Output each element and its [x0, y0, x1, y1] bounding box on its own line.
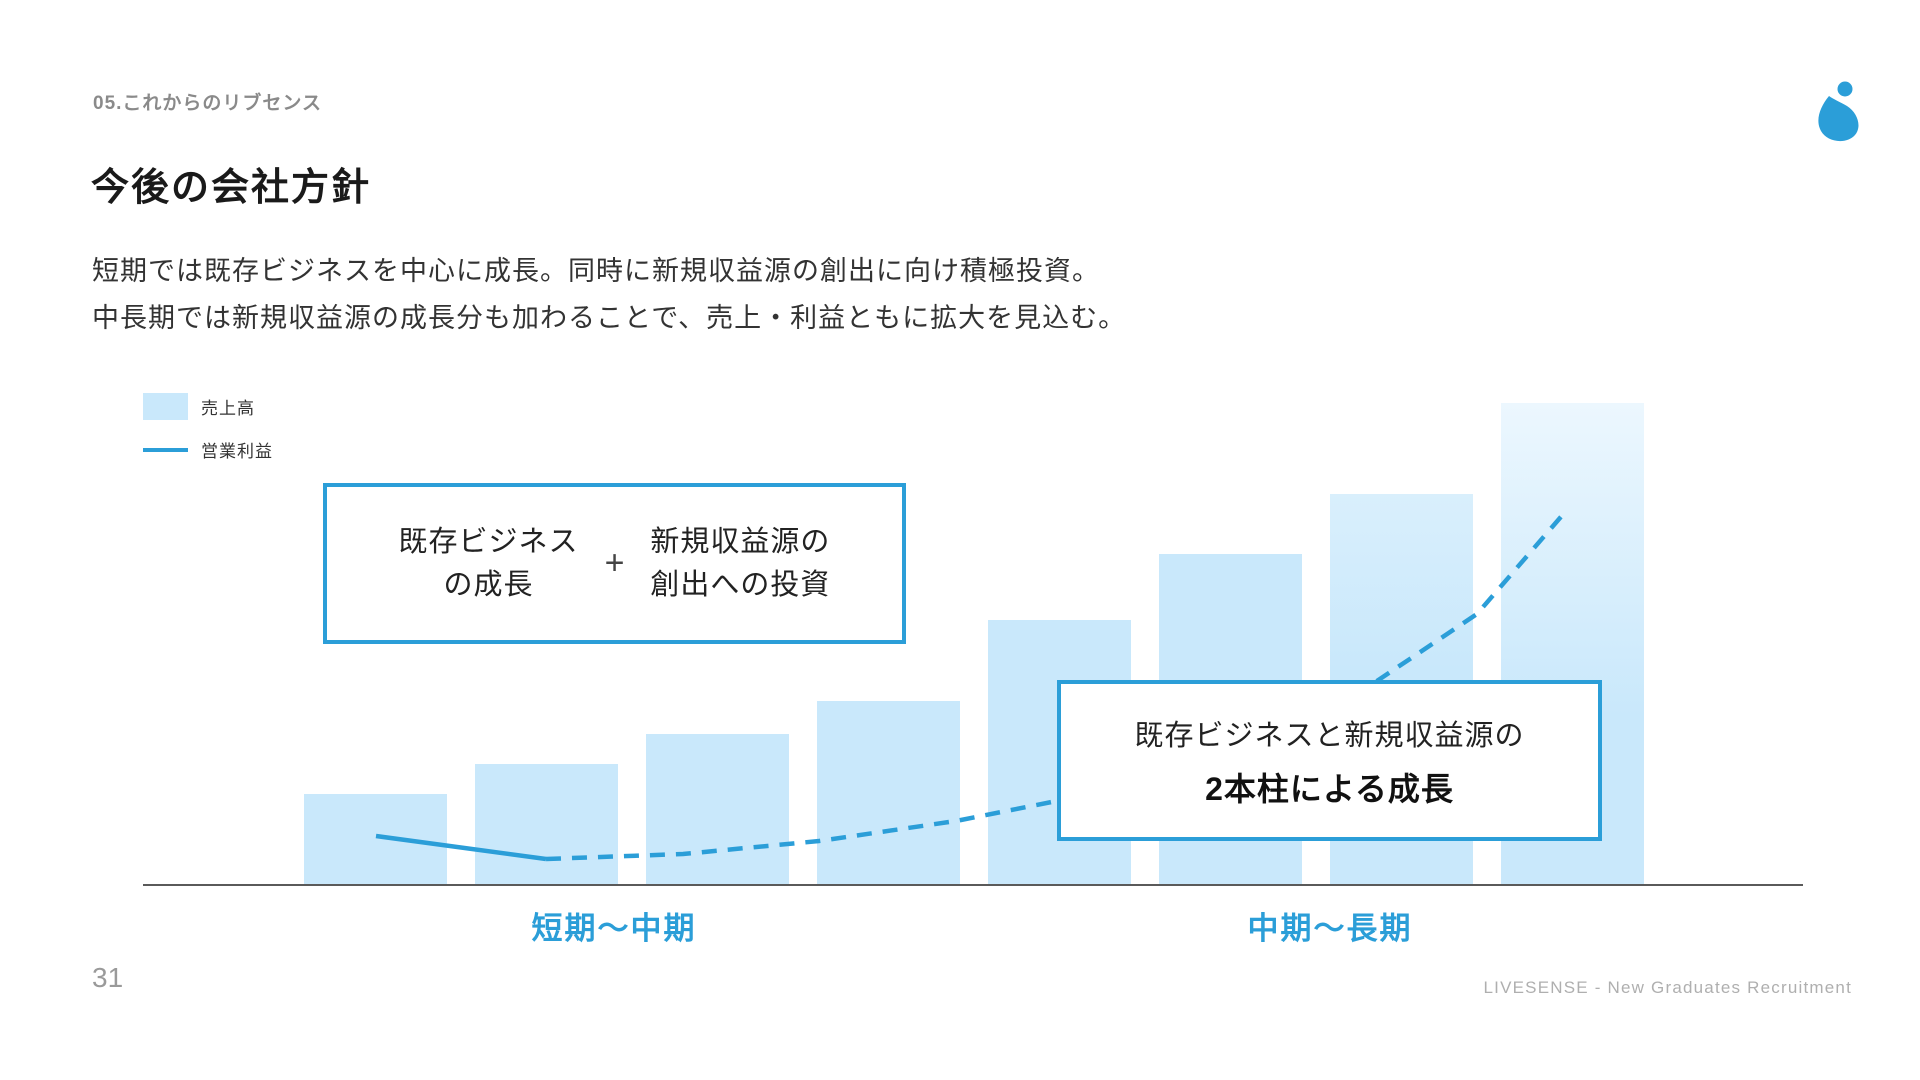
plus-sign: + [604, 544, 625, 582]
pillar-box-line-2: 2本柱による成長 [1205, 770, 1454, 807]
x-axis-line [143, 884, 1803, 886]
pillar-box-line-1: 既存ビジネスと新規収益源の [1134, 719, 1525, 752]
formula-left-text: 既存ビジネス の成長 [399, 521, 579, 605]
revenue-bar [646, 733, 789, 884]
legend-label-revenue: 売上高 [201, 399, 255, 418]
legend-label-profit: 営業利益 [201, 442, 273, 461]
formula-right-line-2: 創出への投資 [650, 568, 831, 601]
formula-right-line-1: 新規収益源の [650, 526, 831, 559]
section-label: 05.これからのリブセンス [93, 93, 323, 114]
formula-left-line-2: の成長 [443, 568, 534, 601]
body-line-1: 短期では既存ビジネスを中心に成長。同時に新規収益源の創出に向け積極投資。 [92, 256, 1100, 286]
annotation-pillar-box: 既存ビジネスと新規収益源の 2本柱による成長 [1057, 680, 1602, 841]
revenue-bar [475, 764, 618, 884]
chart-legend: 売上高 営業利益 [143, 393, 273, 479]
legend-item-profit: 営業利益 [143, 437, 273, 462]
footer-credit: LIVESENSE - New Graduates Recruitment [1483, 978, 1852, 997]
livesense-drop-logo [1812, 80, 1864, 146]
annotation-formula-box: 既存ビジネス の成長 + 新規収益源の 創出への投資 [323, 483, 906, 644]
page-number: 31 [92, 962, 124, 993]
legend-item-revenue: 売上高 [143, 393, 273, 420]
formula-right-text: 新規収益源の 創出への投資 [650, 521, 830, 605]
revenue-bar [817, 701, 960, 884]
page-title: 今後の会社方針 [91, 167, 372, 209]
revenue-bar [304, 794, 447, 884]
profit-line-swatch [143, 447, 188, 452]
x-label-short-mid-term: 短期〜中期 [531, 911, 697, 946]
formula-left-line-1: 既存ビジネス [398, 526, 579, 559]
body-text: 短期では既存ビジネスを中心に成長。同時に新規収益源の創出に向け積極投資。 中長期… [92, 248, 1126, 343]
revenue-bar-swatch [143, 393, 188, 420]
x-label-mid-long-term: 中期〜長期 [1247, 911, 1413, 946]
body-line-2: 中長期では新規収益源の成長分も加わることで、売上・利益ともに拡大を見込む。 [92, 303, 1127, 334]
